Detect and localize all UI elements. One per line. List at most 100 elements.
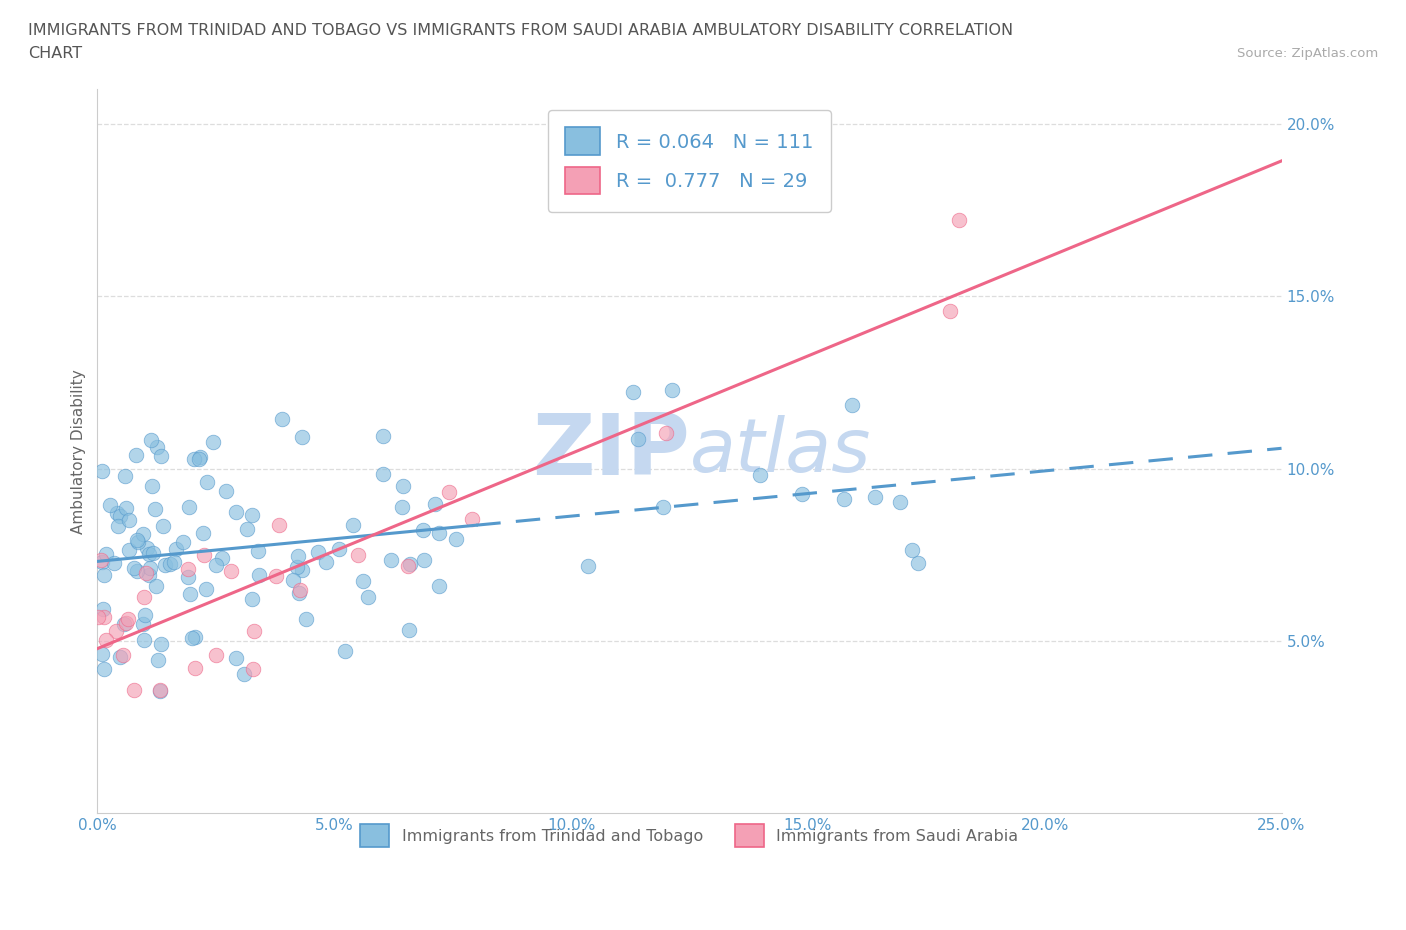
Point <box>437 485 460 499</box>
Point <box>380 552 402 567</box>
Point <box>412 523 434 538</box>
Point <box>159 556 181 571</box>
Point <box>104 623 127 638</box>
Point <box>105 506 128 521</box>
Point <box>127 535 149 550</box>
Point <box>103 555 125 570</box>
Point <box>242 592 264 607</box>
Point <box>91 601 114 616</box>
Point <box>149 684 172 698</box>
Point <box>135 540 157 555</box>
Point <box>135 565 157 580</box>
Point <box>423 497 446 512</box>
Point <box>399 557 422 572</box>
Point <box>621 385 644 400</box>
Point <box>215 484 238 498</box>
Point <box>832 492 855 507</box>
Point <box>233 667 256 682</box>
Point <box>163 554 186 569</box>
Point <box>204 557 226 572</box>
Point <box>188 449 211 464</box>
Point <box>240 507 263 522</box>
Point <box>283 572 305 587</box>
Point <box>115 501 138 516</box>
Point <box>205 647 228 662</box>
Point <box>91 463 114 478</box>
Point <box>87 609 110 624</box>
Point <box>287 560 309 575</box>
Point <box>96 633 118 648</box>
Point <box>124 561 146 576</box>
Point <box>134 632 156 647</box>
Text: CHART: CHART <box>28 46 82 61</box>
Point <box>271 411 294 426</box>
Point <box>576 559 599 574</box>
Point <box>391 499 413 514</box>
Point <box>391 479 413 494</box>
Point <box>948 213 970 228</box>
Point <box>201 434 224 449</box>
Point <box>93 567 115 582</box>
Legend: Immigrants from Trinidad and Tobago, Immigrants from Saudi Arabia: Immigrants from Trinidad and Tobago, Imm… <box>347 812 1032 860</box>
Point <box>143 501 166 516</box>
Point <box>267 518 290 533</box>
Point <box>294 611 316 626</box>
Point <box>219 564 242 578</box>
Point <box>145 578 167 593</box>
Point <box>193 548 215 563</box>
Point <box>792 487 814 502</box>
Point <box>172 534 194 549</box>
Text: atlas: atlas <box>689 416 870 487</box>
Point <box>153 558 176 573</box>
Point <box>266 568 288 583</box>
Point <box>242 662 264 677</box>
Point <box>134 607 156 622</box>
Point <box>396 559 419 574</box>
Point <box>749 468 772 483</box>
Point <box>91 554 114 569</box>
Point <box>225 651 247 666</box>
Point <box>114 616 136 631</box>
Point <box>225 505 247 520</box>
Point <box>149 448 172 463</box>
Text: Source: ZipAtlas.com: Source: ZipAtlas.com <box>1237 46 1378 60</box>
Point <box>461 512 484 526</box>
Point <box>139 561 162 576</box>
Point <box>412 552 434 567</box>
Point <box>117 611 139 626</box>
Point <box>98 498 121 512</box>
Point <box>93 610 115 625</box>
Point <box>841 398 863 413</box>
Point <box>236 522 259 537</box>
Point <box>93 662 115 677</box>
Point <box>184 660 207 675</box>
Point <box>194 582 217 597</box>
Point <box>661 383 683 398</box>
Point <box>179 587 201 602</box>
Point <box>371 467 394 482</box>
Point <box>347 548 370 563</box>
Point <box>125 564 148 578</box>
Point <box>132 526 155 541</box>
Point <box>149 683 172 698</box>
Point <box>125 533 148 548</box>
Point <box>247 567 270 582</box>
Point <box>211 551 233 565</box>
Point <box>444 532 467 547</box>
Point <box>138 567 160 582</box>
Point <box>124 683 146 698</box>
Point <box>307 544 329 559</box>
Text: ZIP: ZIP <box>531 410 689 493</box>
Point <box>315 554 337 569</box>
Point <box>132 617 155 631</box>
Point <box>652 499 675 514</box>
Point <box>165 541 187 556</box>
Point <box>91 646 114 661</box>
Point <box>177 561 200 576</box>
Point <box>291 430 314 445</box>
Point <box>107 519 129 534</box>
Point <box>291 563 314 578</box>
Point <box>288 582 311 597</box>
Point <box>427 578 450 593</box>
Point <box>333 644 356 658</box>
